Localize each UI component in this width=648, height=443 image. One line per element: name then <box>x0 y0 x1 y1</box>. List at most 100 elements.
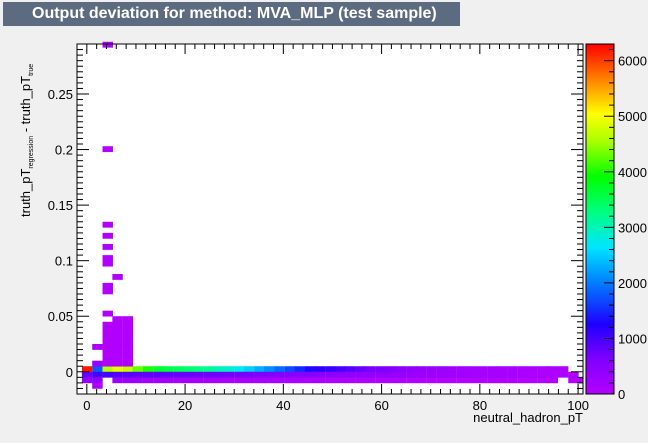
heatmap-cell <box>325 377 336 384</box>
heatmap-cell <box>284 371 296 378</box>
heatmap-cell <box>102 371 113 378</box>
z-tick-label: 5000 <box>618 109 647 124</box>
heatmap-cell <box>365 371 376 378</box>
heatmap-cell <box>395 377 407 384</box>
y-tick-label: 0.25 <box>48 87 73 102</box>
y-axis-label-sub1: regression <box>28 136 35 169</box>
heatmap-cell <box>415 377 427 384</box>
heatmap-cell <box>102 41 113 48</box>
heatmap-cell <box>153 371 164 378</box>
heatmap-cell <box>386 371 397 378</box>
heatmap-cell <box>476 371 488 378</box>
x-tick-label: 100 <box>567 398 589 413</box>
heatmap-cell <box>365 366 376 373</box>
heatmap-cell <box>264 366 275 373</box>
heatmap-cell <box>274 366 285 373</box>
y-tick-label: 0 <box>66 365 73 380</box>
heatmap-cell <box>335 366 346 373</box>
heatmap-cell <box>223 377 235 384</box>
heatmap-cell <box>537 371 549 378</box>
heatmap-cell <box>213 371 224 378</box>
x-tick-label: 40 <box>276 398 290 413</box>
heatmap-cell <box>223 366 235 373</box>
x-tick-label: 60 <box>374 398 388 413</box>
heatmap-cell <box>173 371 184 378</box>
heatmap-cell <box>578 377 584 384</box>
heatmap-cell <box>294 377 306 384</box>
heatmap-cell <box>122 377 134 384</box>
heatmap-cell <box>345 377 356 384</box>
heatmap-cell <box>436 371 448 378</box>
x-tick-label: 80 <box>473 398 487 413</box>
heatmap-cell <box>102 321 113 328</box>
heatmap-cell <box>122 338 134 345</box>
heatmap-cell <box>497 366 508 373</box>
heatmap-cell <box>81 371 93 378</box>
heatmap-cell <box>456 371 468 378</box>
heatmap-cell <box>426 371 437 378</box>
heatmap-cell <box>517 371 529 378</box>
heatmap-cell <box>395 371 407 378</box>
heatmap-cell <box>162 371 174 378</box>
heatmap-cell <box>547 377 559 384</box>
x-axis: 0 20 40 60 80 100 <box>76 44 589 413</box>
heatmap-cell <box>375 377 387 384</box>
z-tick-label: 1000 <box>618 331 647 346</box>
y-axis: 0 0.05 0.1 0.15 0.2 0.25 <box>48 43 583 395</box>
heatmap-cell <box>102 327 113 334</box>
heatmap-cell <box>325 371 336 378</box>
heatmap-cell <box>92 344 103 350</box>
heatmap-cell <box>112 321 123 328</box>
heatmap-cell <box>234 366 245 373</box>
heatmap-cell <box>162 377 174 384</box>
heatmap-cell <box>203 366 215 373</box>
heatmap-cell <box>102 221 113 228</box>
heatmap-cell <box>102 282 113 289</box>
heatmap-cell <box>456 377 468 384</box>
x-tick-label: 20 <box>178 398 192 413</box>
heatmap-cell <box>355 377 366 384</box>
heatmap-cell <box>183 377 194 384</box>
plot-area <box>77 44 583 394</box>
heatmap-cell <box>497 371 508 378</box>
heatmap-cell <box>284 377 296 384</box>
heatmap-cell <box>335 371 346 378</box>
heatmap-cell <box>507 366 518 373</box>
heatmap-cell <box>314 371 326 378</box>
heatmap-cell <box>203 377 215 384</box>
heatmap-cell <box>406 366 417 373</box>
z-tick-label: 3000 <box>618 220 647 235</box>
y-axis-label-mid: - truth_pT <box>18 76 33 136</box>
heatmap-cell <box>466 371 477 378</box>
heatmap-cell <box>213 377 224 384</box>
heatmap-cell <box>213 366 224 373</box>
heatmap-cell <box>527 371 538 378</box>
z-tick-label: 6000 <box>618 54 647 69</box>
heatmap-cell <box>153 366 164 373</box>
heatmap-cell <box>234 371 245 378</box>
heatmap-cell <box>244 377 255 384</box>
y-tick-label: 0.2 <box>55 143 73 158</box>
heatmap-cell <box>254 377 265 384</box>
heatmap-cell <box>102 349 113 356</box>
heatmap-cell <box>112 377 123 384</box>
heatmap-cell <box>335 377 346 384</box>
heatmap-cell <box>112 344 123 350</box>
z-tick-label: 2000 <box>618 276 647 291</box>
heatmap-cell <box>122 321 134 328</box>
heatmap-cell <box>507 377 518 384</box>
heatmap-cell <box>294 366 306 373</box>
heatmap-cell <box>193 366 204 373</box>
heatmap-cell <box>517 377 529 384</box>
heatmap-cell <box>92 360 103 367</box>
heatmap-cell <box>426 366 437 373</box>
heatmap-cell <box>112 349 123 356</box>
heatmap-cell <box>81 377 93 384</box>
heatmap-cell <box>193 371 204 378</box>
heatmap-cell <box>112 360 123 367</box>
heatmap-cell <box>132 366 143 373</box>
heatmap-cell <box>386 366 397 373</box>
heatmap-cell <box>415 366 427 373</box>
heatmap-cell <box>487 366 498 373</box>
heatmap-cell <box>92 366 103 373</box>
